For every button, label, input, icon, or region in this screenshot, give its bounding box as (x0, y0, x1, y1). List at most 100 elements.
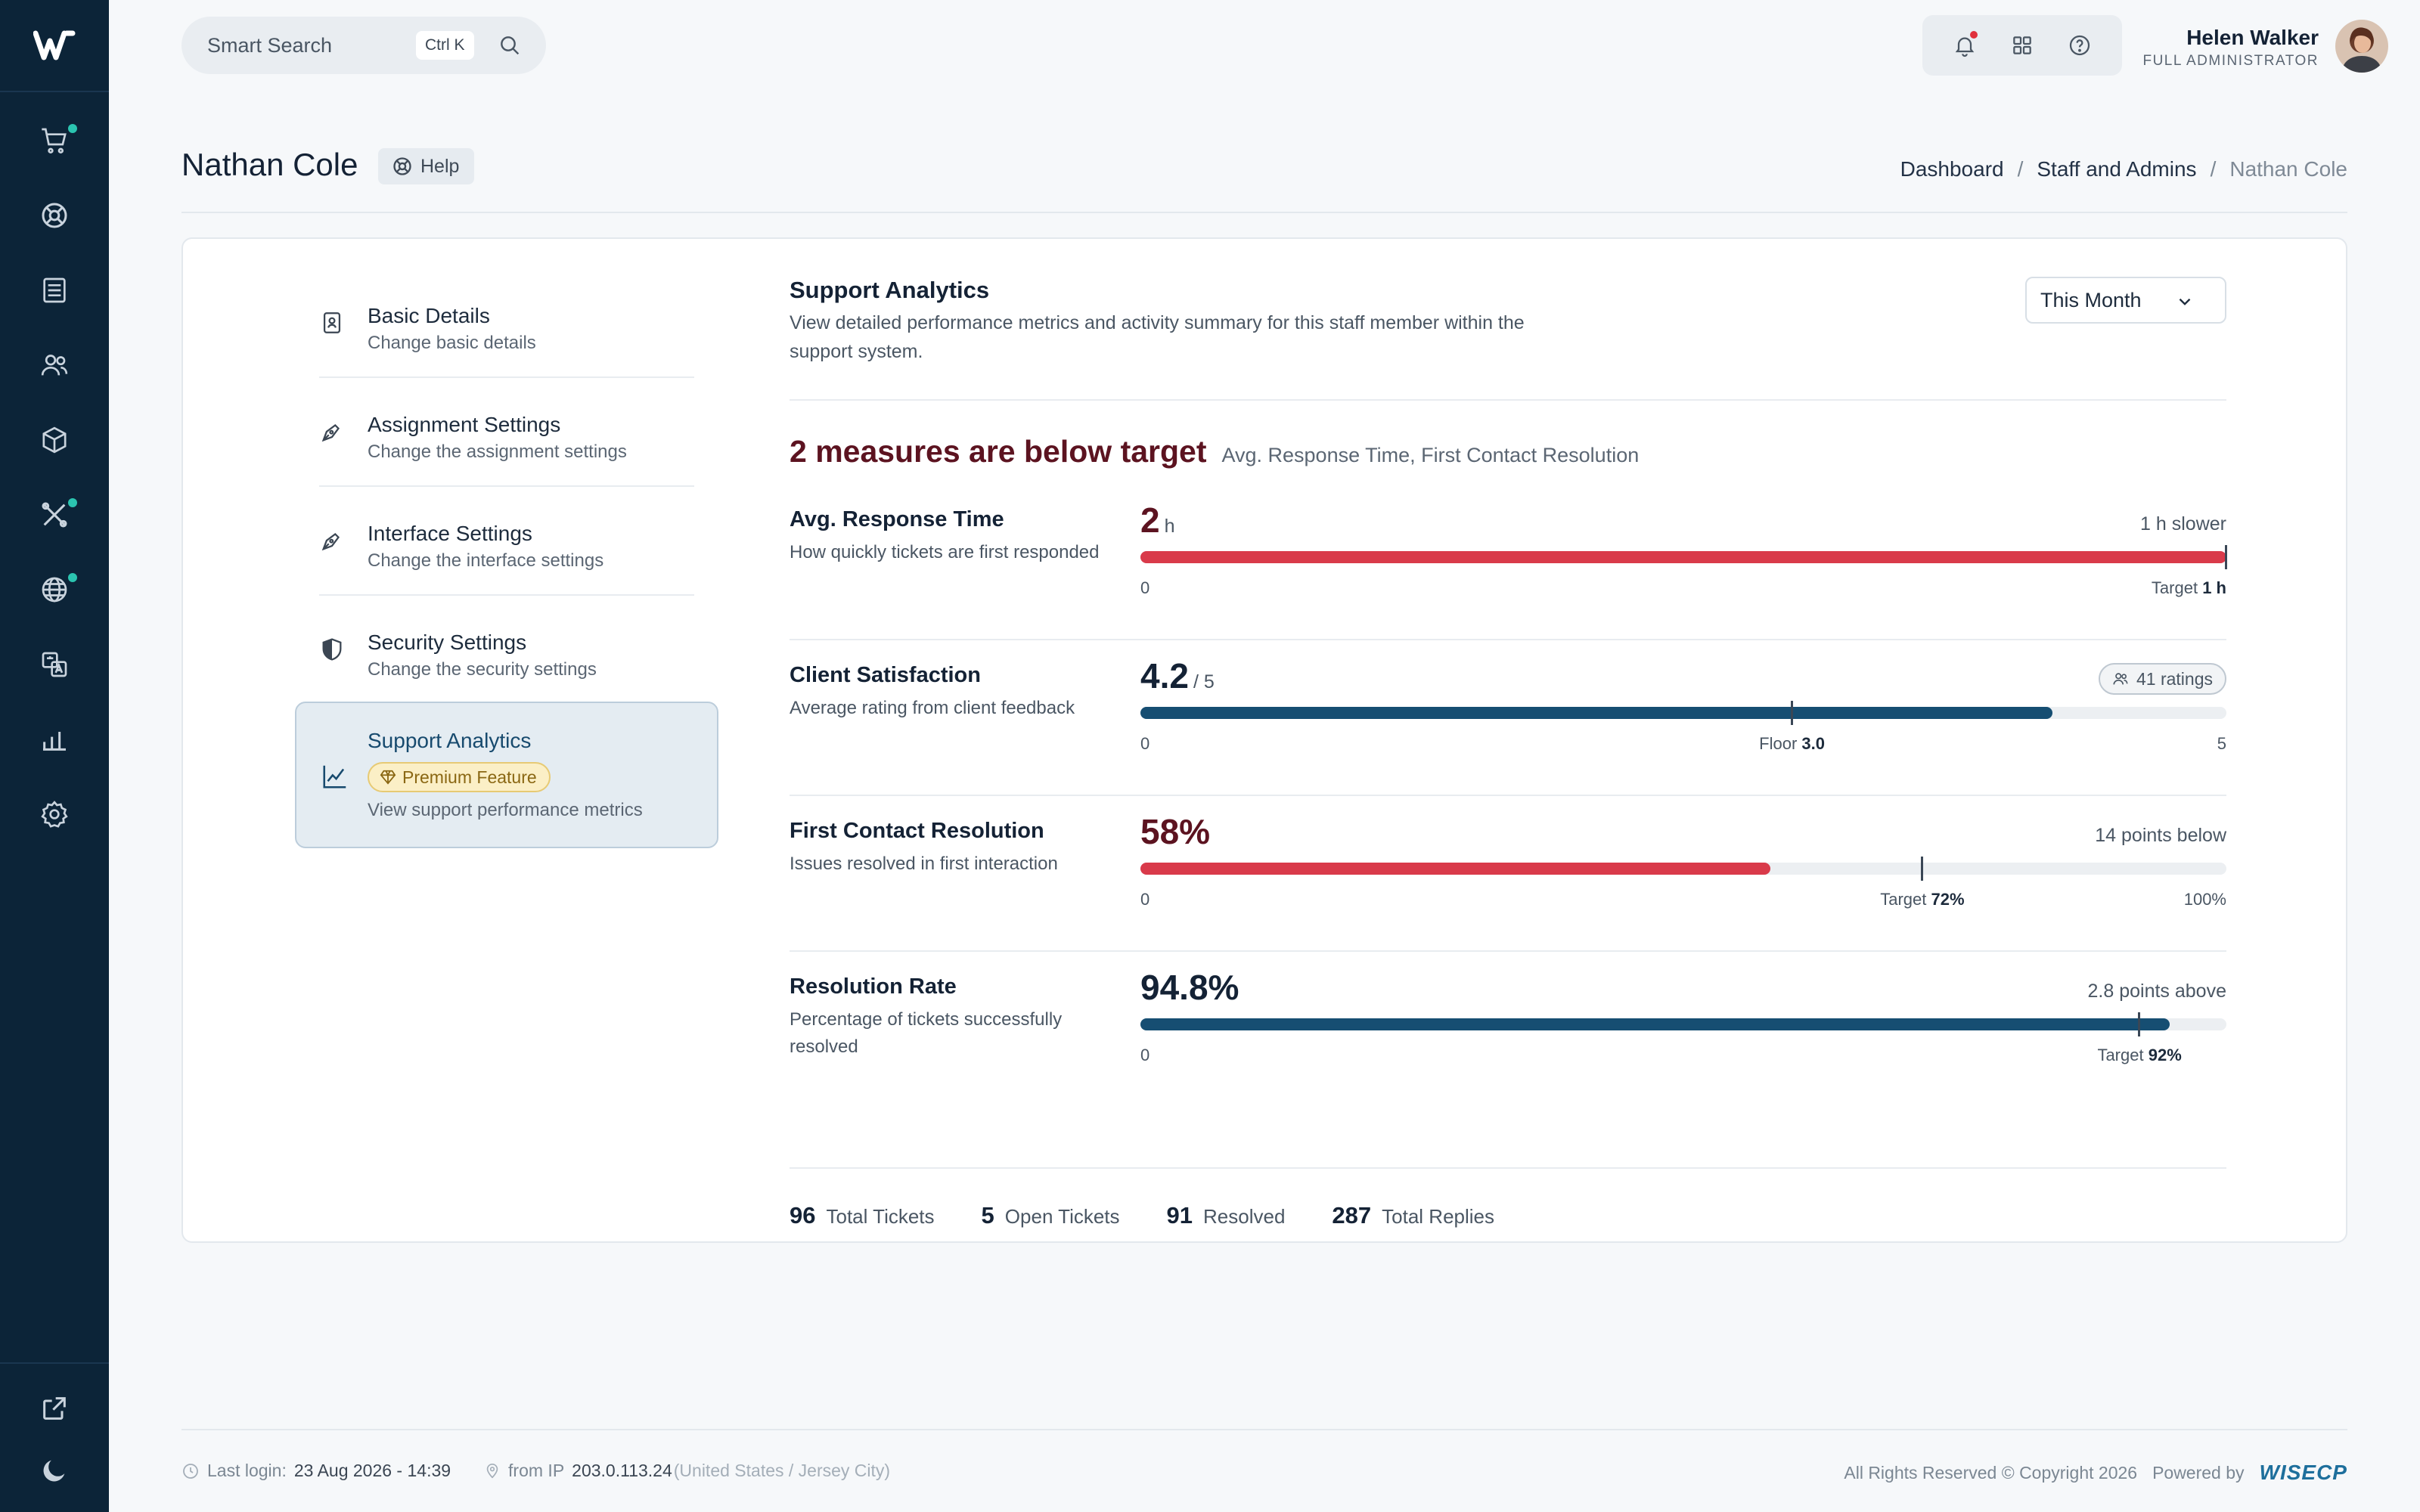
metric-delta: 2.8 points above (2087, 981, 2226, 1002)
nav-tools[interactable] (0, 477, 109, 552)
notification-dot (68, 573, 77, 582)
premium-badge: Premium Feature (368, 762, 551, 792)
help-button[interactable]: Help (378, 148, 475, 184)
metric-name: Resolution Rate (790, 974, 957, 999)
nav-users[interactable] (0, 327, 109, 402)
marker-value: 72% (1931, 890, 1965, 909)
diamond-icon (380, 770, 396, 785)
menu-item-subtitle: Change the interface settings (368, 550, 604, 571)
location-pin-icon (486, 1463, 498, 1478)
stat-label: Open Tickets (1004, 1205, 1120, 1228)
grid-icon (2013, 36, 2031, 54)
metric-name: Avg. Response Time (790, 507, 1004, 531)
users-icon (41, 354, 68, 375)
metric-progress-track (1140, 701, 2226, 725)
alert-title: 2 measures are below target (790, 434, 1207, 469)
ratings-count: 41 ratings (2136, 668, 2213, 689)
scale-min: 0 (1140, 1046, 1150, 1064)
bell-icon (1955, 37, 1975, 57)
shield-icon (322, 638, 342, 661)
nav-products[interactable] (0, 402, 109, 477)
notification-dot (68, 124, 77, 133)
nav-invoices[interactable] (0, 253, 109, 327)
menu-item-interface-settings[interactable]: Interface Settings Change the interface … (319, 487, 694, 596)
breadcrumb-staff[interactable]: Staff and Admins (2037, 157, 2197, 181)
copyright-info: All Rights Reserved © Copyright 2026 Pow… (1844, 1461, 2347, 1485)
lifebuoy-icon (42, 203, 67, 228)
pen-icon (321, 424, 340, 442)
breadcrumb-separator: / (2017, 157, 2024, 181)
breadcrumb: Dashboard / Staff and Admins / Nathan Co… (1900, 157, 2347, 181)
users-icon (2113, 673, 2128, 685)
nav-translations[interactable] (0, 627, 109, 702)
translate-icon (42, 652, 67, 677)
user-role: FULL ADMINISTRATOR (2142, 53, 2319, 69)
notifications-button[interactable] (1946, 26, 1984, 64)
nav-settings[interactable] (0, 776, 109, 851)
metric-progress-track (1140, 1012, 2226, 1036)
help-center-button[interactable] (2061, 26, 2099, 64)
stat-total-replies: 287 Total Replies (1332, 1202, 1494, 1229)
user-menu[interactable]: Helen Walker FULL ADMINISTRATOR (2142, 26, 2319, 70)
metric-value-number: 4.2 (1140, 656, 1189, 696)
ratings-badge: 41 ratings (2098, 663, 2226, 695)
analytics-panel: Support Analytics View detailed performa… (790, 277, 2227, 1228)
avatar-image (2335, 20, 2388, 73)
document-list-icon (43, 277, 66, 302)
metric-progress-fill (1140, 707, 2053, 719)
last-login-label: Last login: (207, 1461, 287, 1480)
lifebuoy-icon (393, 157, 411, 175)
metric-unit: / 5 (1193, 671, 1215, 692)
id-card-icon (323, 312, 341, 333)
stat-number: 91 (1166, 1202, 1193, 1228)
stat-number: 5 (981, 1202, 994, 1228)
metric-unit: h (1164, 516, 1175, 537)
avatar[interactable] (2335, 20, 2388, 73)
scale-min: 0 (1140, 890, 1150, 909)
metric-name: First Contact Resolution (790, 819, 1044, 843)
footer: Last login: 23 Aug 2026 - 14:39 from IP … (182, 1429, 2347, 1512)
metric-value: 94.8% (1140, 967, 1239, 1008)
breadcrumb-dashboard[interactable]: Dashboard (1900, 157, 2004, 181)
moon-icon (43, 1460, 65, 1482)
metric-delta: 1 h slower (2140, 513, 2226, 534)
apps-button[interactable] (2003, 26, 2041, 64)
nav-support[interactable] (0, 178, 109, 253)
copyright-text: All Rights Reserved © Copyright 2026 (1844, 1462, 2138, 1483)
search-input[interactable]: Smart Search (207, 33, 333, 57)
dark-mode-toggle[interactable] (0, 1439, 109, 1501)
open-external-button[interactable] (0, 1377, 109, 1439)
notification-dot (68, 498, 77, 507)
metric-row: Client Satisfaction Average rating from … (790, 640, 2226, 796)
search-shortcut: Ctrl K (416, 31, 474, 60)
search-icon[interactable] (498, 33, 522, 57)
scale-marker-label: Target 72% (1880, 890, 1964, 909)
cart-icon (42, 128, 67, 153)
stat-open-tickets: 5 Open Tickets (982, 1202, 1120, 1229)
nav-orders[interactable] (0, 103, 109, 178)
pen-icon (321, 533, 340, 551)
menu-item-subtitle: Change the assignment settings (368, 442, 627, 462)
nav-domains[interactable] (0, 552, 109, 627)
menu-item-basic-details[interactable]: Basic Details Change basic details (319, 269, 694, 378)
menu-item-security-settings[interactable]: Security Settings Change the security se… (319, 596, 694, 705)
period-select[interactable]: This Month (2025, 277, 2226, 324)
topbar: Smart Search Ctrl K Helen Walker FULL AD… (109, 0, 2420, 92)
ip-label: from IP (508, 1461, 565, 1480)
menu-item-subtitle: Change the security settings (368, 659, 597, 680)
cube-icon (42, 426, 67, 453)
marker-value: 92% (2148, 1046, 2182, 1064)
alert-measures: Avg. Response Time, First Contact Resolu… (1221, 444, 1640, 466)
external-link-icon (43, 1397, 66, 1420)
powered-by-logo[interactable]: WISECP (2259, 1461, 2347, 1484)
powered-by-label: Powered by (2152, 1462, 2245, 1483)
smart-search[interactable]: Smart Search Ctrl K (182, 17, 546, 74)
tools-icon (42, 502, 67, 527)
nav-reports[interactable] (0, 702, 109, 776)
menu-item-support-analytics[interactable]: Support Analytics Premium Feature View s… (295, 702, 718, 848)
topbar-actions (1922, 15, 2122, 76)
metric-description: Issues resolved in first interaction (790, 854, 1058, 874)
menu-item-assignment-settings[interactable]: Assignment Settings Change the assignmen… (319, 378, 694, 487)
brand-logo[interactable] (0, 0, 109, 92)
